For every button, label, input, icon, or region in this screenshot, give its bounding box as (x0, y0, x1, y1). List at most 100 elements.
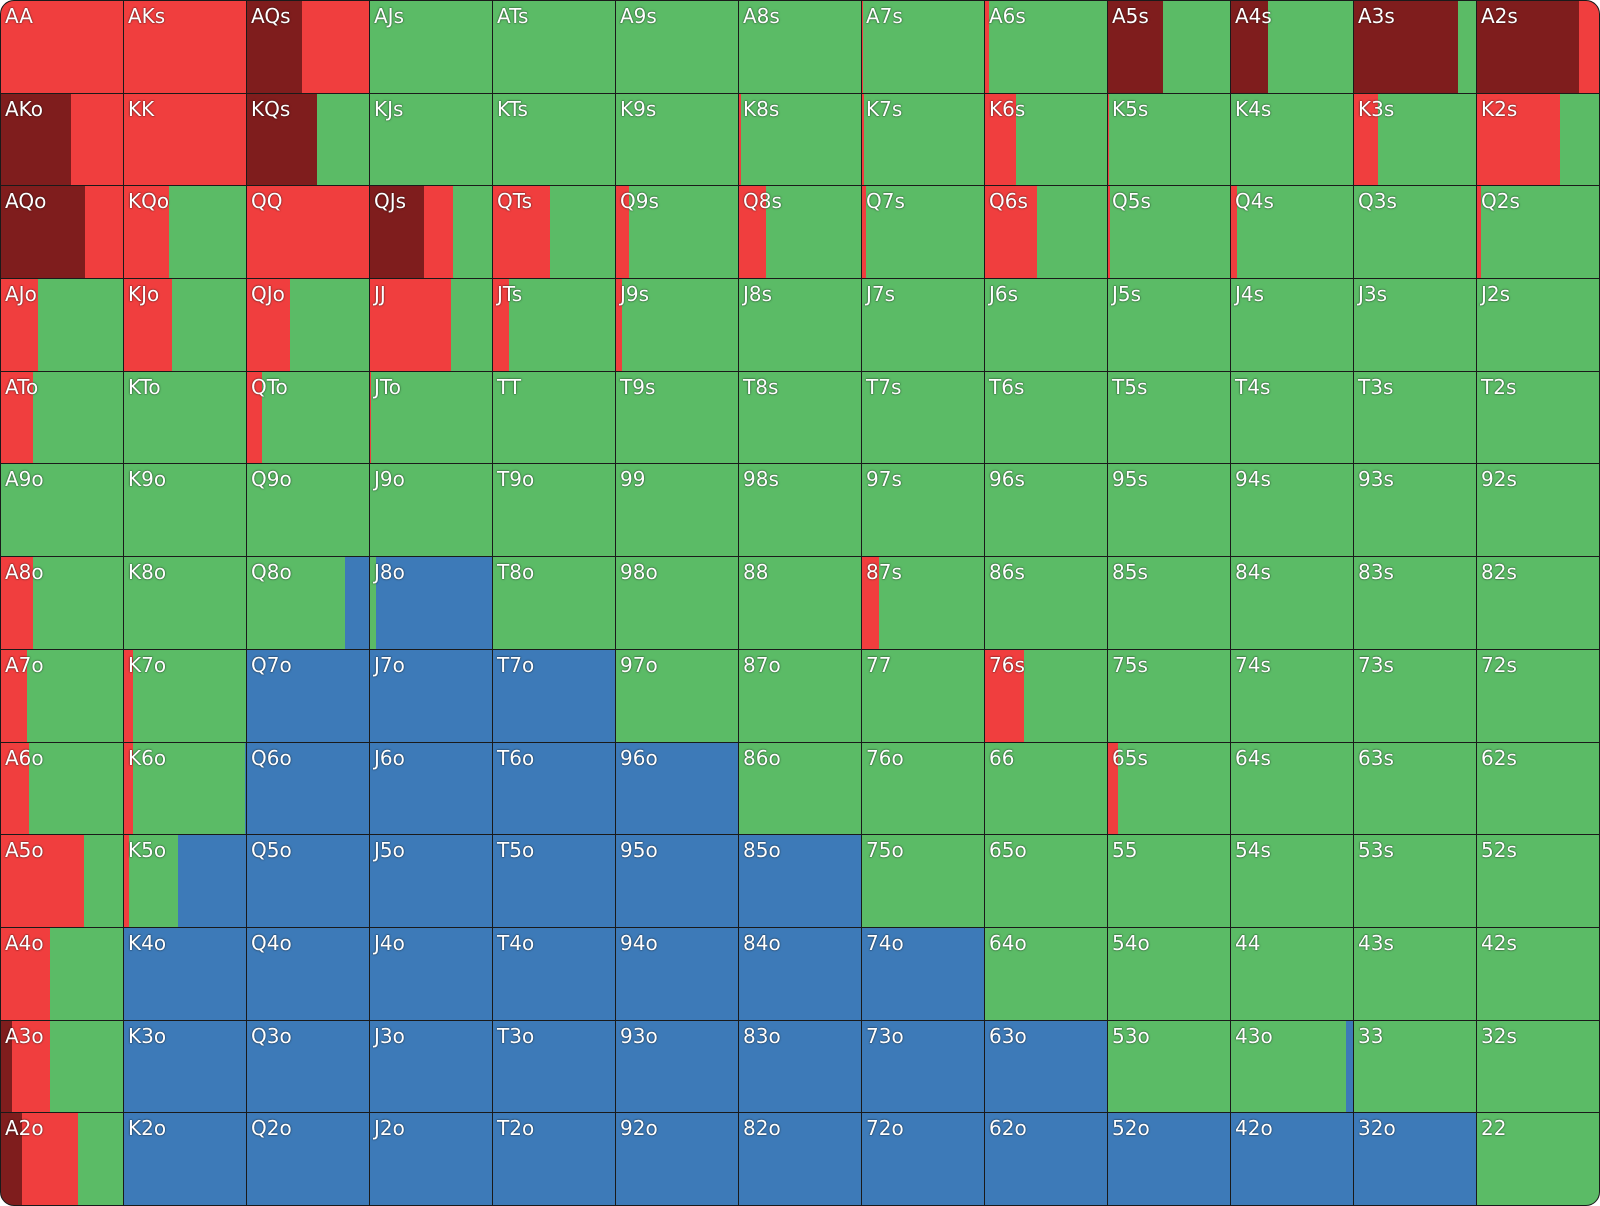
hand-cell-96o[interactable]: 96o (616, 742, 738, 835)
hand-cell-A7s[interactable]: A7s (862, 1, 984, 93)
hand-cell-T8o[interactable]: T8o (493, 557, 615, 649)
hand-cell-KJo[interactable]: KJo (124, 279, 246, 371)
hand-cell-AJo[interactable]: AJo (1, 279, 123, 371)
hand-cell-98s[interactable]: 98s (739, 464, 861, 557)
hand-cell-95s[interactable]: 95s (1108, 464, 1230, 557)
hand-cell-AA[interactable]: AA (1, 1, 123, 93)
hand-cell-K9o[interactable]: K9o (124, 464, 246, 557)
hand-cell-KTs[interactable]: KTs (493, 93, 615, 186)
hand-cell-A5o[interactable]: A5o (1, 835, 123, 927)
hand-cell-K4o[interactable]: K4o (124, 927, 246, 1020)
hand-cell-95o[interactable]: 95o (616, 835, 738, 927)
hand-cell-J8o[interactable]: J8o (370, 557, 492, 649)
hand-cell-98o[interactable]: 98o (616, 557, 738, 649)
hand-cell-AKs[interactable]: AKs (124, 1, 246, 93)
hand-cell-J8s[interactable]: J8s (739, 279, 861, 371)
hand-cell-72o[interactable]: 72o (862, 1113, 984, 1205)
hand-cell-52s[interactable]: 52s (1477, 835, 1599, 927)
hand-cell-J3s[interactable]: J3s (1354, 279, 1476, 371)
hand-cell-85o[interactable]: 85o (739, 835, 861, 927)
hand-cell-J5o[interactable]: J5o (370, 835, 492, 927)
hand-cell-62o[interactable]: 62o (985, 1113, 1107, 1205)
hand-cell-K8s[interactable]: K8s (739, 93, 861, 186)
hand-cell-T2s[interactable]: T2s (1477, 371, 1599, 464)
hand-cell-73s[interactable]: 73s (1354, 649, 1476, 742)
hand-cell-TT[interactable]: TT (493, 371, 615, 464)
hand-cell-T7s[interactable]: T7s (862, 371, 984, 464)
hand-cell-A9o[interactable]: A9o (1, 464, 123, 557)
hand-cell-A4s[interactable]: A4s (1231, 1, 1353, 93)
hand-cell-83o[interactable]: 83o (739, 1020, 861, 1113)
hand-cell-22[interactable]: 22 (1477, 1113, 1599, 1205)
hand-cell-Q7s[interactable]: Q7s (862, 186, 984, 279)
hand-cell-K7o[interactable]: K7o (124, 649, 246, 742)
hand-cell-J2o[interactable]: J2o (370, 1113, 492, 1205)
hand-cell-74o[interactable]: 74o (862, 927, 984, 1020)
hand-cell-J4s[interactable]: J4s (1231, 279, 1353, 371)
hand-cell-54o[interactable]: 54o (1108, 927, 1230, 1020)
hand-cell-J9s[interactable]: J9s (616, 279, 738, 371)
hand-cell-Q2s[interactable]: Q2s (1477, 186, 1599, 279)
hand-cell-54s[interactable]: 54s (1231, 835, 1353, 927)
hand-cell-AJs[interactable]: AJs (370, 1, 492, 93)
hand-cell-KQs[interactable]: KQs (247, 93, 369, 186)
hand-cell-64s[interactable]: 64s (1231, 742, 1353, 835)
hand-cell-64o[interactable]: 64o (985, 927, 1107, 1020)
hand-cell-KQo[interactable]: KQo (124, 186, 246, 279)
hand-cell-KK[interactable]: KK (124, 93, 246, 186)
hand-cell-86s[interactable]: 86s (985, 557, 1107, 649)
hand-cell-T3o[interactable]: T3o (493, 1020, 615, 1113)
hand-cell-86o[interactable]: 86o (739, 742, 861, 835)
hand-cell-32o[interactable]: 32o (1354, 1113, 1476, 1205)
hand-cell-Q2o[interactable]: Q2o (247, 1113, 369, 1205)
hand-cell-T4o[interactable]: T4o (493, 927, 615, 1020)
hand-cell-J9o[interactable]: J9o (370, 464, 492, 557)
hand-cell-J7s[interactable]: J7s (862, 279, 984, 371)
hand-cell-QJs[interactable]: QJs (370, 186, 492, 279)
hand-cell-72s[interactable]: 72s (1477, 649, 1599, 742)
hand-cell-A2s[interactable]: A2s (1477, 1, 1599, 93)
hand-cell-83s[interactable]: 83s (1354, 557, 1476, 649)
hand-cell-32s[interactable]: 32s (1477, 1020, 1599, 1113)
hand-cell-52o[interactable]: 52o (1108, 1113, 1230, 1205)
hand-cell-94o[interactable]: 94o (616, 927, 738, 1020)
hand-cell-53o[interactable]: 53o (1108, 1020, 1230, 1113)
hand-cell-A3s[interactable]: A3s (1354, 1, 1476, 93)
hand-cell-87s[interactable]: 87s (862, 557, 984, 649)
hand-cell-ATo[interactable]: ATo (1, 371, 123, 464)
hand-cell-53s[interactable]: 53s (1354, 835, 1476, 927)
hand-cell-85s[interactable]: 85s (1108, 557, 1230, 649)
hand-cell-K6s[interactable]: K6s (985, 93, 1107, 186)
hand-cell-JTo[interactable]: JTo (370, 371, 492, 464)
hand-cell-ATs[interactable]: ATs (493, 1, 615, 93)
hand-cell-K7s[interactable]: K7s (862, 93, 984, 186)
hand-cell-KJs[interactable]: KJs (370, 93, 492, 186)
hand-cell-63s[interactable]: 63s (1354, 742, 1476, 835)
hand-cell-44[interactable]: 44 (1231, 927, 1353, 1020)
hand-cell-AKo[interactable]: AKo (1, 93, 123, 186)
hand-cell-J2s[interactable]: J2s (1477, 279, 1599, 371)
hand-cell-77[interactable]: 77 (862, 649, 984, 742)
hand-cell-63o[interactable]: 63o (985, 1020, 1107, 1113)
hand-cell-62s[interactable]: 62s (1477, 742, 1599, 835)
hand-cell-84s[interactable]: 84s (1231, 557, 1353, 649)
hand-cell-K2s[interactable]: K2s (1477, 93, 1599, 186)
hand-cell-A7o[interactable]: A7o (1, 649, 123, 742)
hand-cell-K3s[interactable]: K3s (1354, 93, 1476, 186)
hand-cell-93o[interactable]: 93o (616, 1020, 738, 1113)
hand-cell-K8o[interactable]: K8o (124, 557, 246, 649)
hand-cell-87o[interactable]: 87o (739, 649, 861, 742)
hand-cell-66[interactable]: 66 (985, 742, 1107, 835)
hand-cell-T2o[interactable]: T2o (493, 1113, 615, 1205)
hand-cell-74s[interactable]: 74s (1231, 649, 1353, 742)
hand-cell-Q5s[interactable]: Q5s (1108, 186, 1230, 279)
hand-cell-65o[interactable]: 65o (985, 835, 1107, 927)
hand-cell-J3o[interactable]: J3o (370, 1020, 492, 1113)
hand-cell-K2o[interactable]: K2o (124, 1113, 246, 1205)
hand-cell-Q3o[interactable]: Q3o (247, 1020, 369, 1113)
hand-cell-Q6s[interactable]: Q6s (985, 186, 1107, 279)
hand-cell-73o[interactable]: 73o (862, 1020, 984, 1113)
hand-cell-KTo[interactable]: KTo (124, 371, 246, 464)
hand-cell-42o[interactable]: 42o (1231, 1113, 1353, 1205)
hand-cell-J4o[interactable]: J4o (370, 927, 492, 1020)
